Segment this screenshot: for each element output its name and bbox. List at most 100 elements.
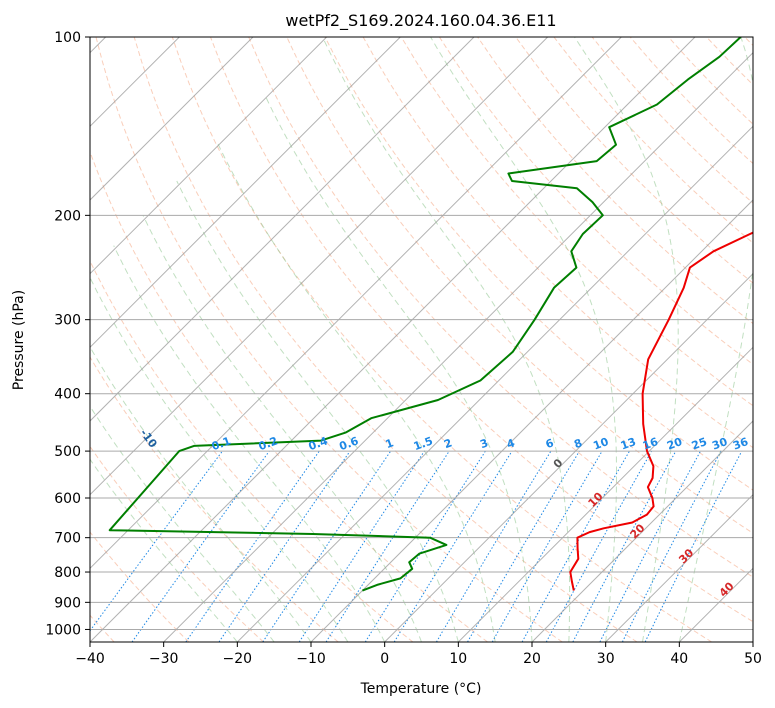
y-tick-label: 200	[54, 208, 81, 224]
mixing-ratio-label: 0.6	[338, 434, 361, 453]
mixing-ratio-label: 8	[572, 436, 584, 451]
dry-adiabats	[90, 37, 753, 642]
mixing-ratio-label: 4	[505, 436, 517, 451]
mixing-ratio-line	[644, 450, 743, 642]
isotherm-line	[384, 272, 753, 642]
mixing-ratio-line	[185, 450, 320, 642]
isotherm-line	[605, 493, 753, 642]
mixing-ratio-label: 13	[619, 435, 638, 452]
x-tick-label: 20	[523, 651, 541, 667]
x-axis: −40 −30 −20 −10 0 10 20 30 40 50	[75, 642, 762, 667]
x-tick-label: 40	[670, 651, 688, 667]
moist-adiabat-line	[90, 345, 312, 642]
moist-adiabat-line	[142, 215, 422, 642]
mixing-ratio-label: 2	[442, 436, 454, 451]
mixing-ratio-label: 16	[641, 435, 660, 453]
x-tick-label: 0	[380, 651, 389, 667]
y-tick-label: 100	[54, 30, 81, 46]
y-tick-label: 700	[54, 531, 81, 547]
isotherm-line	[90, 37, 401, 349]
mixing-ratio-line	[572, 450, 677, 642]
moist-adiabat-line	[430, 37, 617, 642]
x-tick-label: 30	[597, 651, 615, 667]
x-tick-label: −20	[223, 651, 253, 667]
dry-adiabat-line	[324, 37, 753, 491]
mixing-ratio-lines	[90, 450, 743, 642]
plot-frame	[89, 36, 754, 643]
dry-adiabat-line	[171, 37, 712, 642]
mixing-ratio-label: 10	[591, 435, 610, 453]
mixing-ratio-line	[545, 450, 653, 642]
dry-adiabat-line	[95, 37, 563, 642]
dry-adiabat-line	[90, 445, 264, 642]
x-tick-label: −40	[75, 651, 105, 667]
dry-adiabat-line	[90, 150, 488, 642]
mixing-ratio-label: 36	[731, 435, 750, 453]
mixing-ratio-line	[435, 450, 552, 642]
dry-adiabat-line	[248, 37, 753, 578]
data-series	[108, 37, 753, 592]
moist-adiabat-line	[678, 37, 753, 642]
isotherm-line	[90, 37, 696, 642]
mixing-ratio-label: 1.5	[412, 434, 435, 453]
mixing-ratio-line	[521, 450, 630, 642]
isotherm-line	[531, 420, 753, 642]
isotherm-line	[90, 37, 254, 201]
mixing-ratio-label: 1	[384, 436, 396, 451]
moist-adiabat-line	[176, 180, 459, 642]
mixing-ratio-label: 0.2	[257, 434, 280, 453]
isotherm-line	[236, 125, 753, 642]
x-tick-label: 50	[744, 651, 762, 667]
moist-adiabat-line	[90, 276, 349, 642]
moist-adiabat-line	[113, 245, 386, 642]
temperature-line	[569, 231, 753, 591]
mixing-ratio-label: 0.4	[307, 434, 330, 453]
dewpoint-line	[108, 37, 742, 592]
mixing-ratio-line	[325, 450, 450, 642]
mixing-ratio-label: 30	[710, 435, 729, 453]
y-tick-label: 600	[54, 491, 81, 507]
mixing-ratio-label: 20	[665, 435, 684, 453]
mixing-ratio-label: 6	[544, 436, 556, 451]
mixing-ratio-line	[298, 450, 425, 642]
mixing-ratio-line	[262, 450, 392, 642]
x-axis-label: Temperature (°C)	[360, 681, 482, 697]
moist-adiabat-line	[264, 94, 533, 642]
mixing-ratio-line	[90, 450, 223, 632]
moist-adiabat-line	[90, 458, 238, 642]
x-tick-label: 10	[449, 651, 467, 667]
y-tick-label: 500	[54, 444, 81, 460]
mixing-ratio-line	[218, 450, 351, 642]
dry-adiabat-line	[90, 356, 339, 642]
y-tick-label: 400	[54, 387, 81, 403]
dry-adiabat-line	[515, 37, 753, 284]
moist-adiabat-line	[90, 405, 275, 642]
dry-adiabat-line	[90, 531, 190, 642]
y-tick-label: 900	[54, 595, 81, 611]
isotherm-line	[163, 51, 753, 642]
dry-adiabat-line	[438, 37, 753, 366]
isotherm-line	[90, 37, 622, 570]
dry-adiabat-line	[210, 37, 753, 623]
dry-adiabat-line	[400, 37, 753, 407]
chart-title: wetPf2_S169.2024.160.04.36.E11	[285, 11, 556, 31]
mixing-ratio-line	[621, 450, 722, 642]
isotherm-line	[90, 37, 328, 275]
mixing-ratio-line	[131, 450, 270, 642]
moist-adiabat-line	[574, 37, 679, 642]
isotherm-line	[90, 37, 549, 496]
mixing-ratio-label: 25	[690, 435, 709, 452]
y-tick-label: 300	[54, 313, 81, 329]
x-tick-label: −10	[296, 651, 326, 667]
isotherms	[90, 37, 753, 642]
y-axis: 100 200 300 400 500 600 700 800 900 1000	[45, 30, 90, 638]
x-tick-label: −30	[149, 651, 179, 667]
moist-adiabat-line	[322, 37, 571, 642]
dry-adiabat-line	[133, 37, 638, 642]
plot-area: -100-90-80-70-60-50-40-30-20-100.10.20.4…	[90, 37, 753, 642]
mixing-ratio-label: 3	[478, 436, 490, 451]
isotherm-line	[310, 199, 753, 642]
mixing-ratio-line	[599, 450, 701, 642]
